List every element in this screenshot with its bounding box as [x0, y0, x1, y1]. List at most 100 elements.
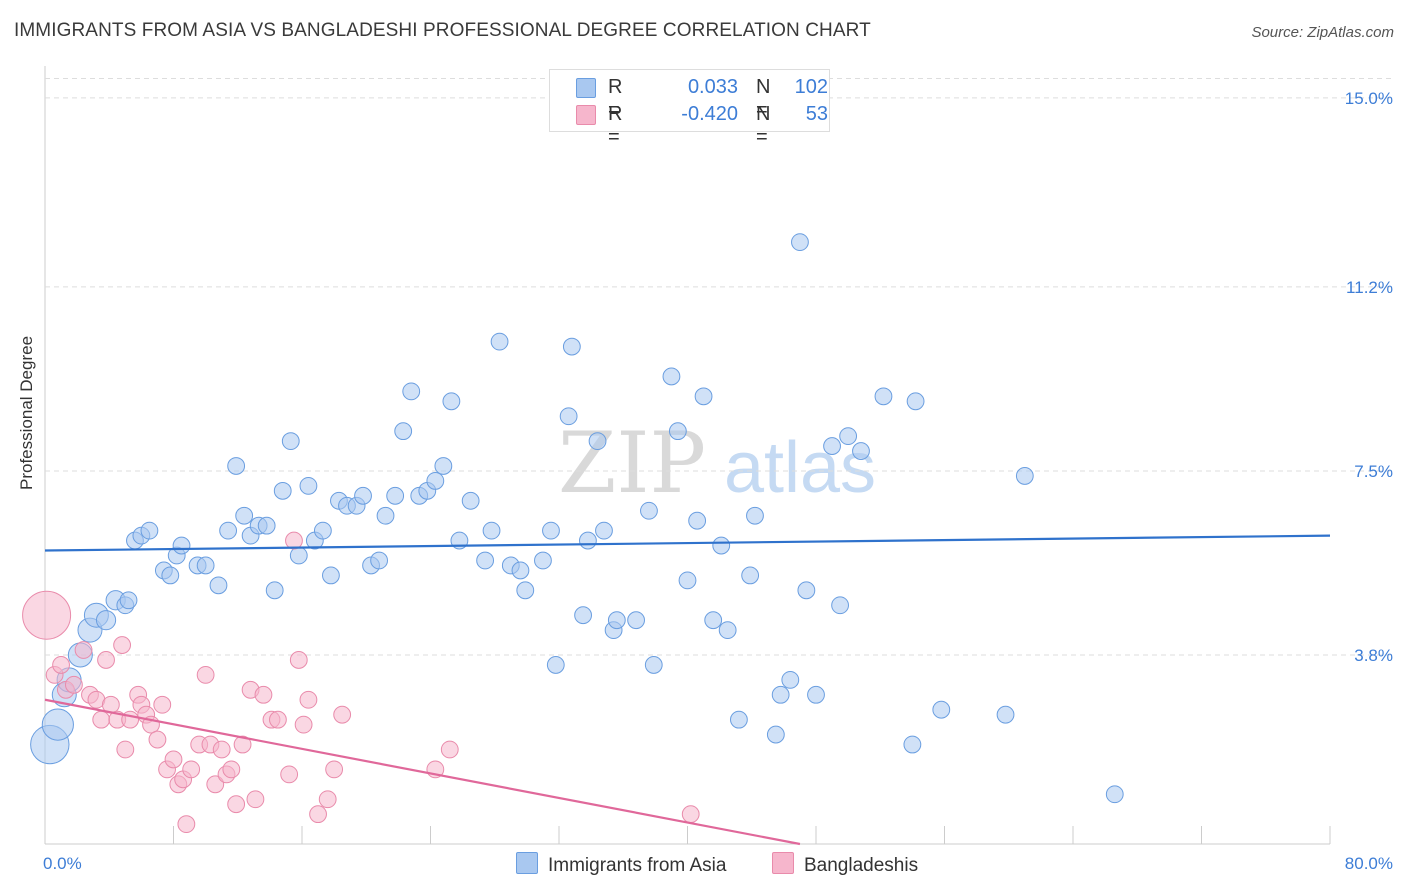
data-point-bangladeshi: [254, 685, 273, 704]
data-point-bangladeshi: [92, 710, 111, 729]
data-point-asia: [172, 536, 191, 555]
data-point-bangladeshi: [269, 710, 287, 729]
data-point-asia: [542, 521, 560, 540]
data-point-bangladeshi: [153, 695, 172, 714]
data-point-asia: [797, 581, 816, 600]
legend-n-label: N =: [756, 103, 771, 148]
data-point-asia: [662, 367, 681, 386]
data-point-asia: [627, 611, 645, 630]
data-point-bangladeshi: [196, 665, 215, 684]
bottom-legend-swatch-bangladeshi: [772, 852, 794, 874]
y-tick-label: 15.0%: [1345, 89, 1393, 108]
data-point-asia: [476, 551, 495, 570]
data-point-asia: [1105, 785, 1124, 804]
data-point-bangladeshi: [222, 760, 241, 779]
data-point-asia: [791, 233, 809, 252]
data-point-asia: [299, 476, 318, 495]
data-point-bangladeshi: [294, 715, 313, 734]
data-point-asia: [688, 511, 707, 530]
data-point-asia: [289, 546, 308, 565]
data-point-bangladeshi: [65, 675, 83, 694]
data-point-asia: [227, 457, 246, 475]
data-point-asia: [257, 516, 276, 535]
data-point-asia: [196, 556, 215, 575]
legend-r-label: R =: [608, 76, 623, 121]
data-point-asia: [668, 422, 687, 441]
data-point-asia: [730, 710, 748, 729]
y-tick-label: 7.5%: [1354, 462, 1393, 481]
data-point-asia: [781, 670, 800, 689]
data-point-asia: [588, 432, 607, 451]
data-point-asia: [607, 611, 626, 630]
x-tick-label: 0.0%: [43, 854, 82, 873]
data-point-bangladeshi: [285, 531, 303, 550]
data-point-bangladeshi: [309, 805, 327, 824]
data-point-asia: [644, 656, 663, 674]
data-point-asia: [579, 531, 597, 550]
data-point-bangladeshi: [333, 705, 352, 724]
data-point-asia: [434, 457, 453, 475]
data-point-bangladeshi: [164, 750, 183, 769]
data-point-bangladeshi: [206, 775, 225, 794]
data-point-asia: [712, 536, 731, 555]
data-point-bangladeshi: [289, 651, 308, 669]
data-point-asia: [996, 705, 1015, 724]
data-point-asia: [119, 591, 138, 610]
data-point-asia: [281, 432, 300, 451]
data-point-asia: [766, 725, 785, 744]
data-point-asia: [718, 621, 737, 640]
data-point-asia: [906, 392, 925, 411]
data-point-asia: [265, 581, 284, 600]
data-point-asia: [640, 501, 658, 520]
data-point-asia: [704, 611, 723, 630]
data-point-bangladeshi: [212, 740, 231, 759]
legend-swatch-bangladeshi: [576, 105, 596, 125]
data-point-asia: [140, 521, 159, 540]
data-point-asia: [426, 471, 445, 490]
data-point-asia: [490, 332, 509, 351]
data-point-asia: [235, 506, 254, 525]
legend-swatch-asia: [576, 78, 596, 98]
data-point-asia: [386, 486, 405, 505]
bottom-legend-swatch-asia: [516, 852, 538, 874]
trend-line-bangladeshi: [44, 698, 801, 846]
legend-n-label: N =: [756, 76, 771, 121]
data-point-asia: [595, 521, 613, 540]
legend-n-value: 53: [805, 103, 828, 125]
data-point-bangladeshi: [74, 641, 93, 659]
data-point-bangladeshi: [113, 636, 131, 654]
data-point-bangladeshi: [233, 735, 252, 754]
data-point-asia: [516, 581, 535, 600]
data-point-asia: [322, 566, 340, 585]
data-point-bangladeshi: [121, 710, 140, 729]
source-label: Source: ZipAtlas.com: [1251, 24, 1394, 41]
data-point-asia: [574, 606, 592, 625]
data-point-asia: [511, 561, 530, 580]
data-point-asia: [874, 387, 893, 406]
data-point-asia: [219, 521, 238, 540]
data-point-asia: [41, 708, 74, 741]
legend-r-label: R =: [608, 103, 623, 148]
trend-line-asia: [44, 534, 1331, 552]
bottom-legend-asia: Immigrants from Asia: [516, 852, 726, 878]
data-point-asia: [746, 506, 764, 525]
data-point-bangladeshi: [681, 805, 700, 824]
data-point-asia: [442, 392, 461, 411]
data-point-asia: [839, 427, 858, 446]
data-point-asia: [461, 491, 480, 510]
data-point-bangladeshi: [177, 815, 196, 834]
data-point-asia: [370, 551, 389, 570]
data-point-bangladeshi: [299, 690, 318, 709]
data-point-asia: [852, 442, 870, 460]
data-point-bangladeshi: [148, 730, 167, 749]
data-point-asia: [376, 506, 395, 525]
data-point-asia: [546, 656, 565, 674]
data-point-asia: [402, 382, 421, 401]
bottom-legend-bangladeshi: Bangladeshis: [772, 852, 918, 878]
data-point-bangladeshi: [280, 765, 299, 784]
data-point-asia: [273, 481, 292, 500]
data-point-bangladeshi: [22, 590, 72, 640]
data-point-bangladeshi: [52, 656, 70, 674]
data-point-asia: [559, 407, 578, 426]
